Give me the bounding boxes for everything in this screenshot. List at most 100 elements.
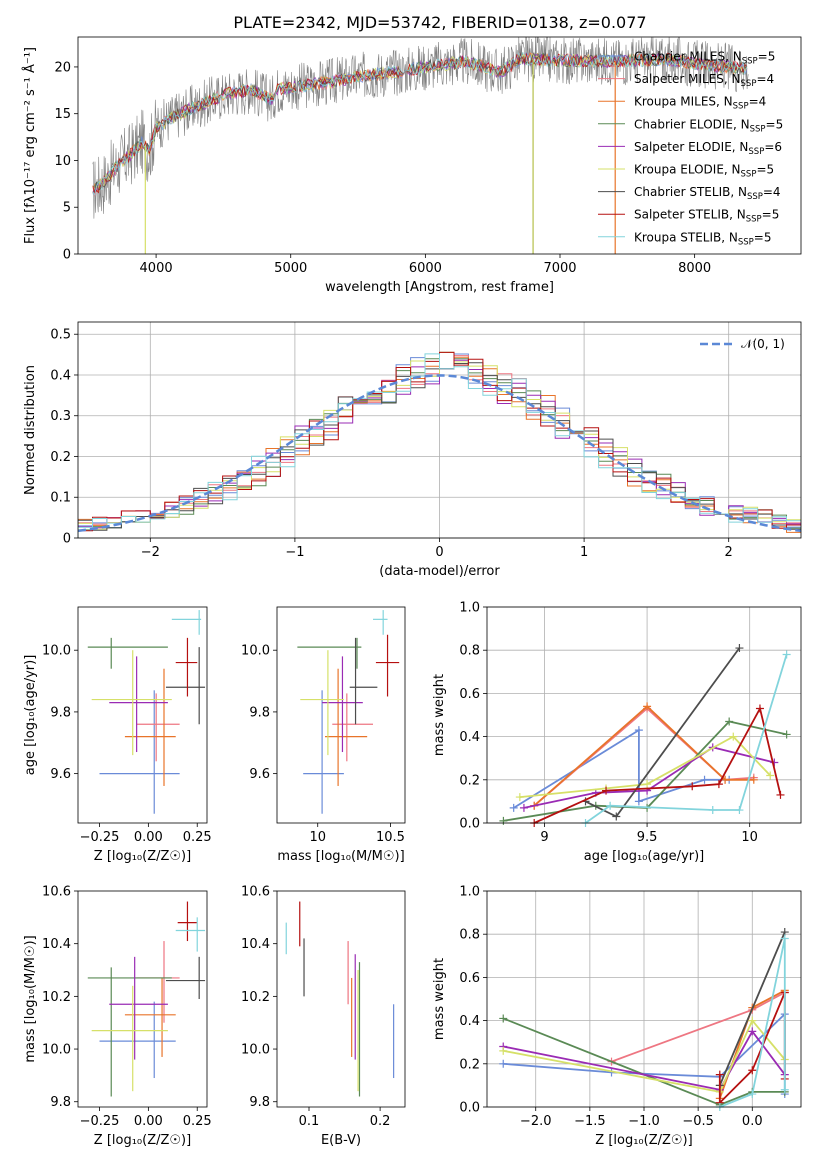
legend-label: Salpeter ELODIE, NSSP=6 (634, 140, 782, 157)
series-marker (519, 803, 528, 812)
y-tick-label: 10.2 (241, 990, 270, 1005)
y-tick-label: 1.0 (459, 885, 480, 900)
x-axis-label: Z [log₁₀(Z/Z☉)] (94, 1133, 191, 1148)
y-tick-label: 10.0 (241, 1043, 270, 1058)
series-marker (499, 1059, 508, 1068)
series-marker (748, 1016, 757, 1025)
x-axis-label: E(B-V) (321, 1133, 361, 1148)
y-tick-label: 0.4 (50, 368, 71, 383)
error-bars (297, 610, 400, 814)
x-tick-label: −0.25 (80, 830, 120, 845)
x-tick-label: 0.2 (370, 1114, 391, 1129)
y-tick-label: 0.0 (459, 817, 480, 832)
axes-frame (486, 606, 802, 824)
x-tick-label: 2 (725, 545, 733, 560)
spectrum-panel: 4000 5000 6000 7000 8000 0 5 10 15 20 wavelength [… (22, 36, 802, 295)
series-marker (782, 650, 791, 659)
x-tick-label: −1.0 (628, 1114, 660, 1129)
x-tick-label: 1 (580, 545, 588, 560)
y-tick-label: 0.0 (459, 1101, 480, 1116)
x-tick-label: −1 (285, 545, 304, 560)
x-tick-label: −0.25 (80, 1114, 120, 1129)
series-line-7 (533, 706, 782, 824)
legend-label: Chabrier ELODIE, NSSP=5 (634, 117, 783, 134)
series-marker (782, 730, 791, 739)
x-tick-label: 0.25 (183, 1114, 212, 1129)
series-marker (602, 786, 611, 795)
mass-vs-ebv-panel: 0.1 0.2 9.8 10.0 10.2 10.4 10.6 E(B-V) (241, 885, 406, 1148)
x-tick-label: 9.5 (637, 830, 658, 845)
y-tick-label: 0.2 (50, 450, 71, 465)
legend-label: Kroupa STELIB, NSSP=5 (634, 230, 772, 247)
y-tick-label: 0.4 (459, 1014, 480, 1029)
legend-label: Chabrier MILES, NSSP=5 (634, 50, 775, 67)
axes-frame (77, 890, 208, 1108)
series-marker (714, 780, 723, 789)
series-marker (766, 771, 775, 780)
error-bars (87, 901, 206, 1097)
series-marker (499, 816, 508, 825)
legend-label: 𝒩(0, 1) (741, 337, 785, 351)
mass-vs-metallicity-panel: −0.25 0.00 0.25 9.8 10.0 10.2 10.4 10.6 Z [log₁₀… (23, 885, 212, 1149)
y-tick-label: 20 (54, 60, 71, 75)
x-axis-label: Z [log₁₀(Z/Z☉)] (94, 849, 191, 864)
series-marker (499, 1046, 508, 1055)
x-axis-label: (data-model)/error (379, 564, 500, 579)
series-line-6 (718, 931, 786, 1086)
y-tick-label: 0.2 (459, 1057, 480, 1072)
y-axis-label: mass weight (432, 958, 447, 1040)
error-bars (285, 901, 395, 1097)
x-tick-label: 5000 (274, 261, 307, 276)
x-tick-label: −2 (141, 545, 160, 560)
series-marker (735, 806, 744, 815)
axes-frame (276, 890, 406, 1108)
histograms (78, 351, 801, 538)
normal-curve (78, 374, 801, 533)
y-tick-label: 9.6 (249, 767, 270, 782)
series-marker (612, 812, 621, 821)
y-tick-label: 10.4 (241, 937, 270, 952)
x-tick-label: −1.5 (574, 1114, 606, 1129)
x-tick-label: 0.00 (134, 830, 163, 845)
series-line-4 (503, 1029, 786, 1091)
x-tick-label: 0.1 (299, 1114, 320, 1129)
series-marker (729, 732, 738, 741)
y-tick-label: 9.6 (50, 767, 71, 782)
series-line-3 (502, 1017, 785, 1106)
series-marker (643, 780, 652, 789)
model-spectrum-4 (92, 52, 748, 194)
x-tick-label: 4000 (140, 261, 173, 276)
legend-label: Kroupa MILES, NSSP=4 (634, 95, 766, 112)
x-tick-label: 0.00 (134, 1114, 163, 1129)
y-axis-label: mass weight (432, 674, 447, 756)
axes-frame (77, 606, 208, 824)
series-marker (780, 1085, 789, 1094)
x-tick-label: 6000 (409, 261, 442, 276)
x-tick-label: 8000 (678, 261, 711, 276)
y-tick-label: 1.0 (459, 601, 480, 616)
age-vs-mass-panel: 10 10.5 9.6 9.8 10.0 mass [log₁₀(M/M☉)] (241, 606, 406, 864)
series-marker (606, 801, 615, 810)
series-marker (776, 790, 785, 799)
series-marker (715, 1070, 724, 1079)
series-marker (499, 1014, 508, 1023)
y-tick-label: 10.4 (42, 937, 71, 952)
y-tick-label: 9.8 (50, 1095, 71, 1110)
x-axis-label: mass [log₁₀(M/M☉)] (277, 849, 404, 864)
y-tick-label: 0.6 (459, 687, 480, 702)
x-tick-label: 10.5 (376, 830, 405, 845)
age-vs-metallicity-panel: −0.25 0.00 0.25 9.6 9.8 10.0 Z [log₁₀(Z/Z☉)] ag… (23, 606, 212, 864)
y-tick-label: 0.1 (50, 491, 71, 506)
series-marker (735, 644, 744, 653)
x-axis-label: wavelength [Angstrom, rest frame] (325, 280, 554, 295)
mass-weight-vs-metallicity-panel: −2.0 −1.5 −1.0 −0.5 0.0 0.0 0.2 0.4 0.6 0.8 1.0 Z [… (432, 885, 802, 1148)
observed-spectrum (92, 37, 749, 219)
x-tick-label: 10 (741, 830, 758, 845)
y-tick-label: 10.6 (241, 885, 270, 900)
legend-label: Chabrier STELIB, NSSP=4 (634, 185, 781, 202)
y-tick-label: 0.6 (459, 971, 480, 986)
y-tick-label: 10 (54, 154, 71, 169)
x-axis-label: age [log₁₀(age/yr)] (584, 849, 705, 864)
y-tick-label: 9.8 (50, 705, 71, 720)
